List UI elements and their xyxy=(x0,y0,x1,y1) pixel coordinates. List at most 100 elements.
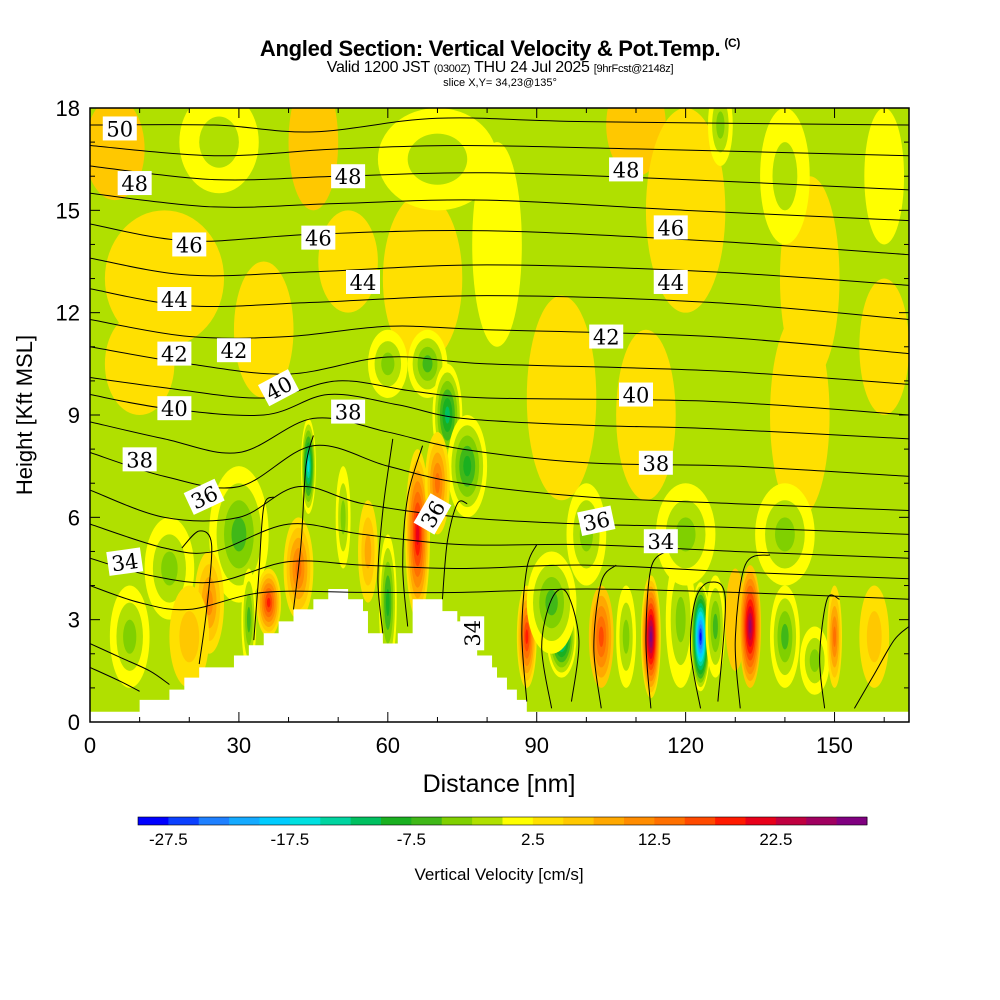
isentrope-line xyxy=(90,192,909,222)
velocity-band xyxy=(748,619,752,634)
colorbar-swatch xyxy=(138,817,169,825)
contour-label: 46 xyxy=(172,232,207,257)
velocity-band xyxy=(772,142,798,211)
contour-label-box xyxy=(172,232,207,257)
velocity-band xyxy=(622,619,630,654)
velocity-band xyxy=(774,517,795,552)
colorbar-tick-label: -27.5 xyxy=(149,830,188,849)
velocity-cell xyxy=(233,261,294,398)
colorbar-swatch xyxy=(806,817,838,825)
y-tick-label: 3 xyxy=(68,608,80,633)
contour-label: 38 xyxy=(122,447,157,472)
velocity-contour-line xyxy=(293,435,314,610)
velocity-contour-line xyxy=(181,530,213,665)
velocity-band xyxy=(307,460,310,473)
colorbar-swatch xyxy=(168,817,200,825)
contour-label-box xyxy=(216,338,251,363)
y-tick-label: 6 xyxy=(68,505,80,530)
isentrope-line xyxy=(90,417,909,477)
velocity-cell xyxy=(705,575,726,678)
contour-label-text: 34 xyxy=(461,620,485,647)
velocity-cell xyxy=(755,483,815,586)
vertical-velocity-field xyxy=(90,108,909,699)
contour-label: 42 xyxy=(157,341,192,367)
colorbar-swatch xyxy=(532,817,564,825)
contour-label: 48 xyxy=(609,157,644,182)
velocity-cell xyxy=(864,108,905,245)
contour-label-text: 34 xyxy=(110,549,140,576)
velocity-cell xyxy=(526,295,597,501)
colorbar-swatch xyxy=(259,817,291,825)
contour-label-box xyxy=(609,157,644,182)
velocity-cell xyxy=(827,585,842,688)
velocity-band xyxy=(340,500,346,535)
colorbar-tick-label: -17.5 xyxy=(271,830,310,849)
contour-label: 44 xyxy=(653,269,688,295)
contour-label: 48 xyxy=(331,164,366,189)
velocity-band xyxy=(809,649,820,672)
x-axis-label: Distance [nm] xyxy=(423,770,576,798)
contour-label-box xyxy=(301,225,336,250)
velocity-cell xyxy=(447,415,488,518)
contour-label-text: 42 xyxy=(593,326,620,350)
colorbar-swatch xyxy=(472,817,503,825)
colorbar-swatch xyxy=(502,817,534,825)
valid-date: THU 24 Jul 2025 xyxy=(474,59,590,76)
velocity-band xyxy=(416,523,420,546)
contour-label-box xyxy=(643,529,678,554)
colorbar-swatch xyxy=(775,817,807,825)
velocity-band xyxy=(123,619,137,654)
colorbar-swatch xyxy=(836,817,868,825)
colorbar-swatch xyxy=(715,817,746,825)
velocity-band xyxy=(712,613,718,640)
velocity-band xyxy=(179,611,200,663)
contour-label-text: 42 xyxy=(161,343,188,367)
contour-label-box xyxy=(653,215,688,240)
colorbar-swatch xyxy=(411,817,443,825)
velocity-band xyxy=(859,278,909,415)
contour-label: 36 xyxy=(577,505,616,536)
colorbar-swatch xyxy=(198,817,230,825)
velocity-cell xyxy=(288,108,339,211)
colorbar-swatch xyxy=(229,817,260,825)
velocity-band xyxy=(205,589,213,616)
velocity-band xyxy=(288,108,339,211)
colorbar-swatch xyxy=(624,817,655,825)
velocity-band xyxy=(545,589,558,616)
contour-label-text: 40 xyxy=(161,397,188,421)
velocity-band xyxy=(526,295,597,501)
velocity-cell xyxy=(526,551,577,654)
contour-label-text: 44 xyxy=(350,271,377,295)
velocity-contour-line xyxy=(853,626,909,709)
velocity-contours xyxy=(90,435,909,709)
x-tick-label: 30 xyxy=(227,733,251,758)
velocity-cell xyxy=(588,585,614,688)
isentrope-line xyxy=(90,257,909,286)
contour-label: 40 xyxy=(619,382,653,408)
velocity-cell xyxy=(760,108,810,245)
colorbar-frame xyxy=(137,816,868,826)
velocity-cell xyxy=(104,312,175,416)
velocity-cell xyxy=(739,565,762,688)
colorbar-tick-label: -7.5 xyxy=(397,830,426,849)
velocity-band xyxy=(716,111,725,139)
contour-label: 48 xyxy=(117,171,152,196)
velocity-contour-line xyxy=(441,500,468,600)
contour-label-text: 36 xyxy=(581,507,612,536)
contour-label-text: 44 xyxy=(657,271,684,295)
contour-label-text: 46 xyxy=(657,216,684,240)
velocity-band xyxy=(770,312,830,518)
contour-label: 34 xyxy=(460,616,485,651)
contour-label-text: 44 xyxy=(161,288,188,312)
slice-info: slice X,Y= 34,23@135° xyxy=(443,77,557,89)
velocity-cell xyxy=(377,108,498,211)
isentrope-line xyxy=(90,485,909,535)
velocity-contour-line xyxy=(253,496,275,641)
velocity-band xyxy=(231,517,247,552)
contour-label: 42 xyxy=(216,338,251,363)
contour-label: 40 xyxy=(157,396,192,421)
contour-label-box xyxy=(157,341,192,366)
contour-label-box xyxy=(413,493,452,535)
colorbar-swatch xyxy=(654,817,686,825)
